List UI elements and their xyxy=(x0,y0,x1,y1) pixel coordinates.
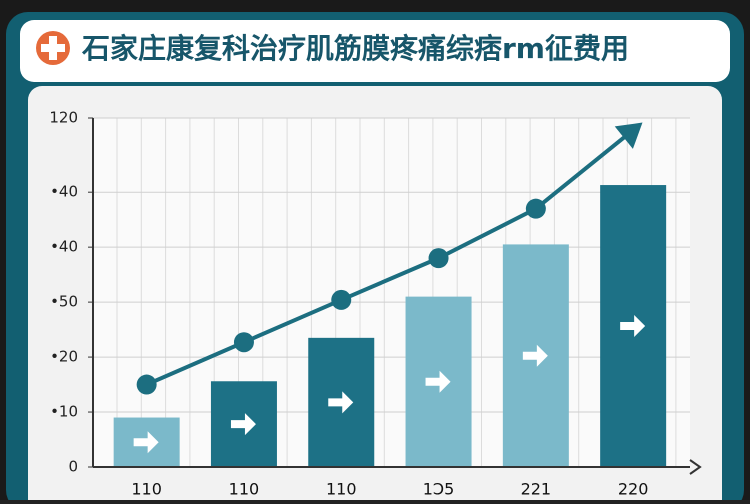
x-tick-label: 110 xyxy=(131,480,162,499)
y-tick-label: •50 xyxy=(50,293,78,311)
bar-icon xyxy=(230,413,256,436)
bar-icon xyxy=(133,431,159,454)
x-tick-label: 1Ɔ5 xyxy=(423,480,455,499)
y-tick-label: •40 xyxy=(50,238,78,256)
chart-title: 石家庄康复科治疗肌筋膜疼痛综痞rm征费用 xyxy=(81,32,629,65)
line-point xyxy=(233,332,254,353)
x-tick-label: 220 xyxy=(618,480,649,499)
header xyxy=(20,20,730,82)
bar-icon xyxy=(620,315,646,338)
y-tick-label: •20 xyxy=(50,348,78,366)
x-axis-arrow xyxy=(689,459,702,475)
plot-area xyxy=(93,118,690,467)
y-tick-label: •10 xyxy=(50,403,78,421)
logo-cross xyxy=(41,44,65,52)
line-point xyxy=(331,289,352,310)
x-tick-label: 110 xyxy=(229,480,260,499)
bar-icon xyxy=(425,370,451,393)
line-point xyxy=(136,374,157,395)
x-tick-label: 110 xyxy=(326,480,357,499)
line xyxy=(145,128,635,387)
line-point xyxy=(428,248,449,269)
y-tick-label: 120 xyxy=(49,109,78,127)
x-tick-label: 221 xyxy=(521,480,552,499)
bar-icon xyxy=(328,391,354,414)
line-point xyxy=(525,198,546,219)
y-tick-label: •40 xyxy=(50,183,78,201)
bar-icon xyxy=(522,344,548,367)
y-tick-label: 0 xyxy=(68,458,78,476)
arrow-head xyxy=(614,122,643,149)
